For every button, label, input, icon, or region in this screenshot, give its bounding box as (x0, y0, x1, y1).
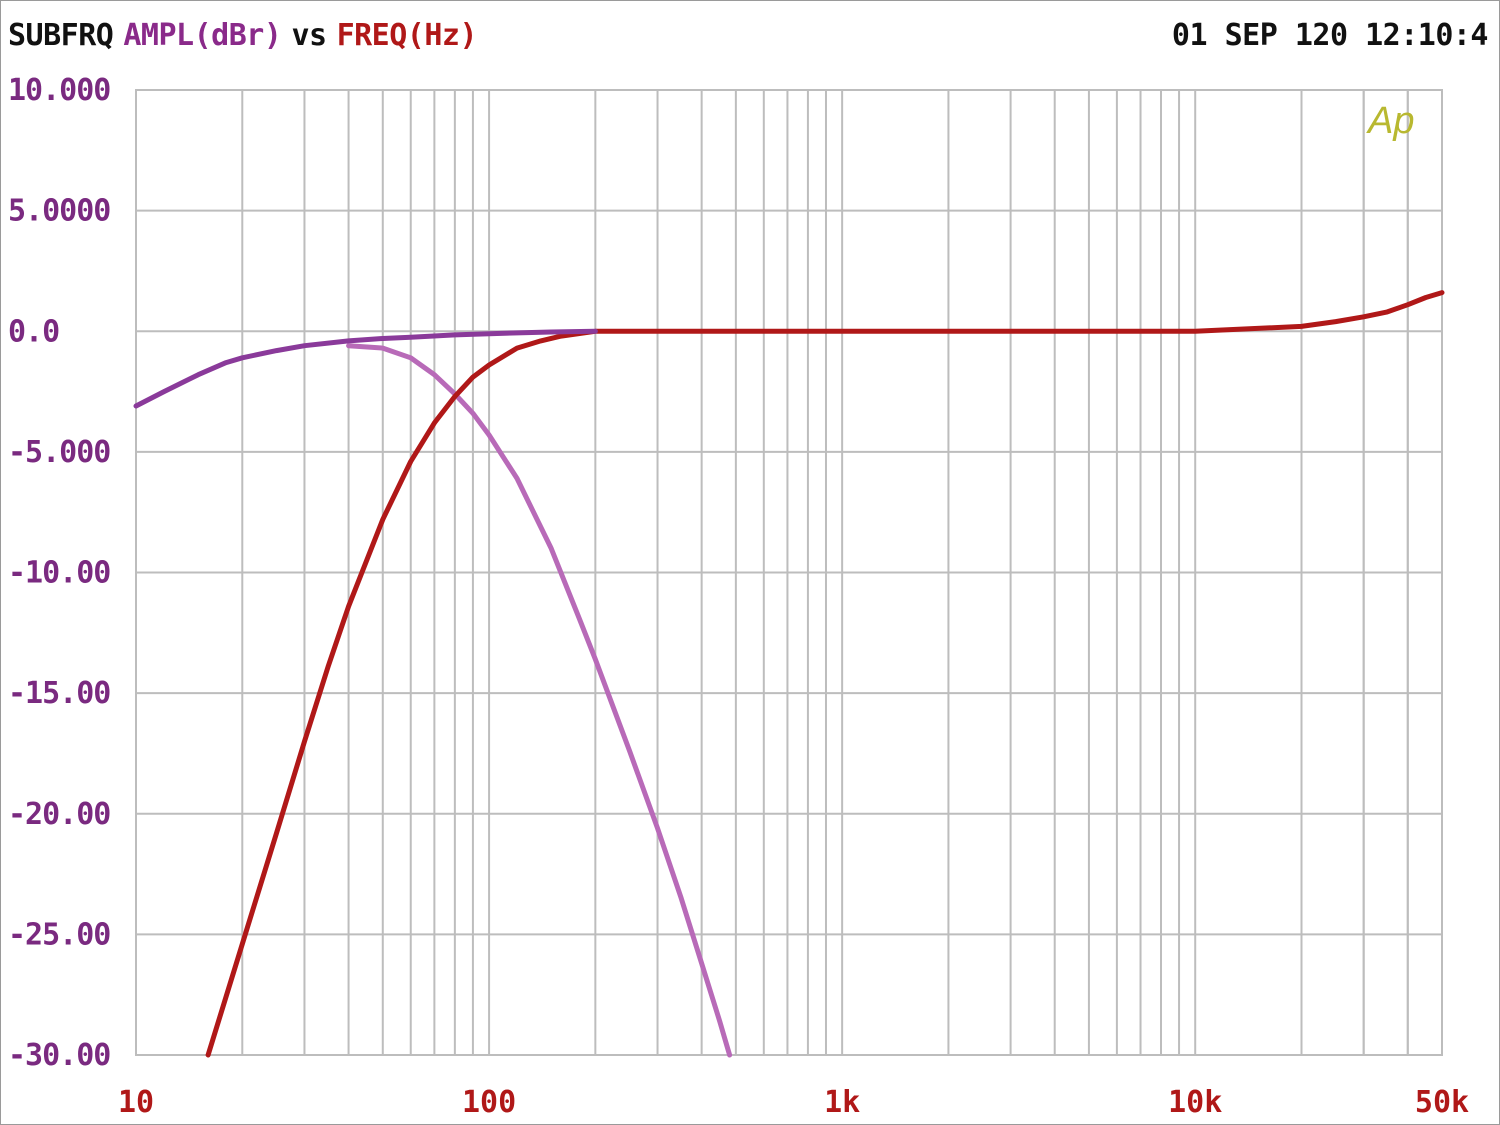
y-tick-label: -20.00 (8, 797, 110, 832)
x-tick-label: 1k (824, 1085, 860, 1120)
y-tick-label: -5.000 (8, 435, 110, 470)
header-timestamp: 01 SEP 120 12:10:4 (1171, 18, 1489, 53)
y-tick-label: 0.0 (8, 314, 59, 349)
x-tick-label: 100 (462, 1085, 516, 1120)
series-layer (133, 290, 1445, 1058)
chart-header: SUBFRQ AMPL(dBr) vs FREQ(Hz) (8, 18, 478, 53)
y-tick-label: -30.00 (8, 1038, 110, 1073)
header-ylabel: AMPL(dBr) (123, 18, 282, 53)
y-tick-labels: 10.000 5.0000 0.0 -5.000 -10.00 -15.00 -20.00 -… (8, 73, 111, 1073)
header-xlabel: FREQ(Hz) (336, 18, 478, 53)
y-tick-label: -15.00 (8, 676, 110, 711)
plot-border (135, 89, 1443, 1056)
y-tick-label: -25.00 (8, 917, 110, 952)
grid (135, 89, 1443, 1056)
header-vs: vs (291, 18, 327, 53)
x-tick-label: 10 (118, 1085, 154, 1120)
y-tick-label: -10.00 (8, 556, 110, 591)
x-tick-label: 50k (1415, 1085, 1469, 1120)
x-tick-label: 10k (1168, 1085, 1222, 1120)
y-tick-label: 5.0000 (8, 194, 110, 229)
ap-logo: Ap (1366, 100, 1414, 142)
fullrange-curve (133, 328, 598, 409)
lowpass-curve (346, 343, 733, 1058)
header-prefix: SUBFRQ (8, 18, 114, 53)
highpass-curve (205, 290, 1445, 1058)
x-tick-labels: 10 100 1k 10k 50k (118, 1085, 1469, 1120)
y-tick-label: 10.000 (8, 73, 110, 108)
